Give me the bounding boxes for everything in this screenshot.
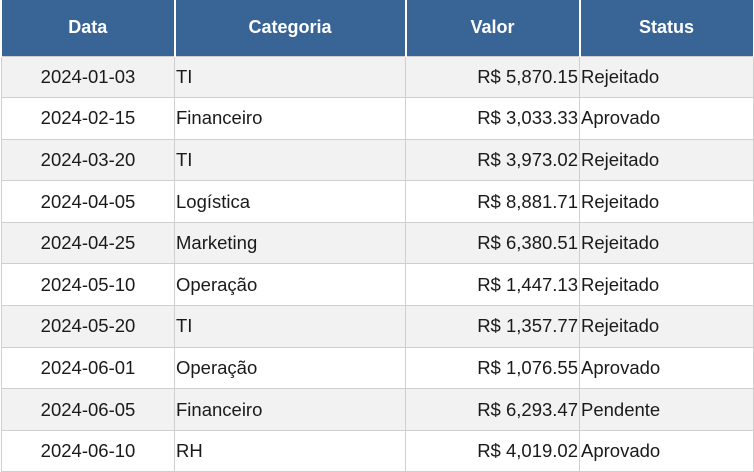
- cell-date[interactable]: 2024-06-05: [1, 388, 175, 431]
- cell-category[interactable]: Operação: [174, 263, 406, 307]
- cell-status[interactable]: Rejeitado: [579, 138, 754, 182]
- header-row: Data Categoria Valor Status: [1, 0, 754, 56]
- cell-value[interactable]: R$ 3,973.02: [405, 138, 580, 182]
- cell-value[interactable]: R$ 1,076.55: [405, 346, 580, 390]
- cell-value[interactable]: R$ 5,870.15: [405, 55, 580, 99]
- cell-date[interactable]: 2024-02-15: [1, 97, 175, 140]
- table-row[interactable]: 2024-04-05 Logística R$ 8,881.71 Rejeitado: [1, 180, 754, 223]
- cell-value[interactable]: R$ 8,881.71: [405, 180, 580, 223]
- cell-status[interactable]: Rejeitado: [579, 221, 754, 265]
- cell-value[interactable]: R$ 6,293.47: [405, 388, 580, 431]
- cell-category[interactable]: RH: [174, 429, 406, 472]
- cell-status[interactable]: Rejeitado: [579, 55, 754, 99]
- table-row[interactable]: 2024-05-10 Operação R$ 1,447.13 Rejeitado: [1, 263, 754, 307]
- cell-date[interactable]: 2024-06-10: [1, 429, 175, 472]
- cell-status[interactable]: Rejeitado: [579, 263, 754, 307]
- table-row[interactable]: 2024-03-20 TI R$ 3,973.02 Rejeitado: [1, 138, 754, 182]
- cell-date[interactable]: 2024-05-10: [1, 263, 175, 307]
- table-row[interactable]: 2024-04-25 Marketing R$ 6,380.51 Rejeitado: [1, 221, 754, 265]
- table-row[interactable]: 2024-06-05 Financeiro R$ 6,293.47 Pendente: [1, 388, 754, 431]
- table-row[interactable]: 2024-06-01 Operação R$ 1,076.55 Aprovado: [1, 346, 754, 390]
- cell-value[interactable]: R$ 1,447.13: [405, 263, 580, 307]
- cell-date[interactable]: 2024-04-25: [1, 221, 175, 265]
- column-header-value[interactable]: Valor: [404, 0, 581, 56]
- column-header-category[interactable]: Categoria: [173, 0, 407, 56]
- cell-date[interactable]: 2024-06-01: [1, 346, 175, 390]
- cell-value[interactable]: R$ 3,033.33: [405, 97, 580, 140]
- cell-status[interactable]: Rejeitado: [579, 180, 754, 223]
- table-row[interactable]: 2024-02-15 Financeiro R$ 3,033.33 Aprovado: [1, 97, 754, 140]
- cell-value[interactable]: R$ 1,357.77: [405, 305, 580, 348]
- column-header-date[interactable]: Data: [1, 0, 176, 56]
- cell-value[interactable]: R$ 6,380.51: [405, 221, 580, 265]
- cell-category[interactable]: Operação: [174, 346, 406, 390]
- table-header: Data Categoria Valor Status: [1, 0, 754, 56]
- cell-category[interactable]: Financeiro: [174, 388, 406, 431]
- cell-category[interactable]: TI: [174, 138, 406, 182]
- cell-status[interactable]: Aprovado: [579, 429, 754, 472]
- cell-category[interactable]: TI: [174, 55, 406, 99]
- table-row[interactable]: 2024-05-20 TI R$ 1,357.77 Rejeitado: [1, 305, 754, 348]
- cell-category[interactable]: Marketing: [174, 221, 406, 265]
- cell-category[interactable]: Financeiro: [174, 97, 406, 140]
- cell-value[interactable]: R$ 4,019.02: [405, 429, 580, 472]
- column-header-status[interactable]: Status: [578, 0, 754, 56]
- table-row[interactable]: 2024-01-03 TI R$ 5,870.15 Rejeitado: [1, 55, 754, 99]
- cell-date[interactable]: 2024-04-05: [1, 180, 175, 223]
- table-body: 2024-01-03 TI R$ 5,870.15 Rejeitado 2024-02-…: [1, 55, 754, 472]
- table-row[interactable]: 2024-06-10 RH R$ 4,019.02 Aprovado: [1, 429, 754, 472]
- cell-status[interactable]: Aprovado: [579, 346, 754, 390]
- cell-status[interactable]: Rejeitado: [579, 305, 754, 348]
- cell-status[interactable]: Aprovado: [579, 97, 754, 140]
- cell-status[interactable]: Pendente: [579, 388, 754, 431]
- cell-date[interactable]: 2024-01-03: [1, 55, 175, 99]
- cell-date[interactable]: 2024-05-20: [1, 305, 175, 348]
- cell-date[interactable]: 2024-03-20: [1, 138, 175, 182]
- cell-category[interactable]: TI: [174, 305, 406, 348]
- cell-category[interactable]: Logística: [174, 180, 406, 223]
